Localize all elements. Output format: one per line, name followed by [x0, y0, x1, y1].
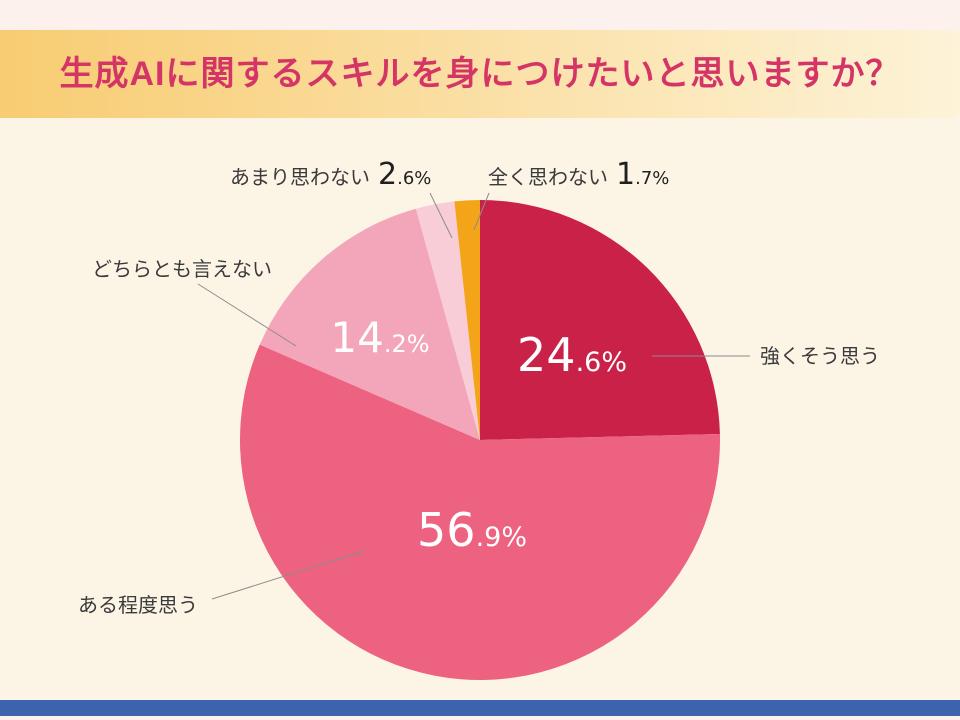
slice-name-label-2: どちらとも言えない [92, 258, 272, 281]
leader-line-1 [211, 550, 365, 600]
slice-name-label-4: 全く思わない 1.7% [488, 157, 669, 192]
leader-line-2 [197, 283, 297, 347]
chart-title: 生成AIに関するスキルを身につけたいと思いますか？ [59, 55, 901, 93]
slice-name-label-1: ある程度思う [78, 594, 198, 617]
footer-accent-bar [0, 700, 960, 716]
value-label-1: 56.9% [417, 503, 527, 557]
title-banner: 生成AIに関するスキルを身につけたいと思いますか？ [0, 30, 960, 118]
pie-slice-4 [454, 200, 480, 440]
leader-line-3 [429, 192, 453, 239]
leader-line-4 [473, 192, 490, 231]
value-label-2: 14.2% [330, 313, 429, 362]
value-label-0: 24.6% [517, 328, 627, 382]
pie-slice-2 [259, 208, 480, 440]
slice-name-label-3: あまり思わない 2.6% [230, 157, 431, 192]
pie-slice-0 [480, 200, 720, 440]
pie-slice-1 [239, 344, 720, 681]
pie-slice-3 [415, 201, 480, 440]
slice-name-label-0: 強くそう思う [760, 345, 880, 368]
